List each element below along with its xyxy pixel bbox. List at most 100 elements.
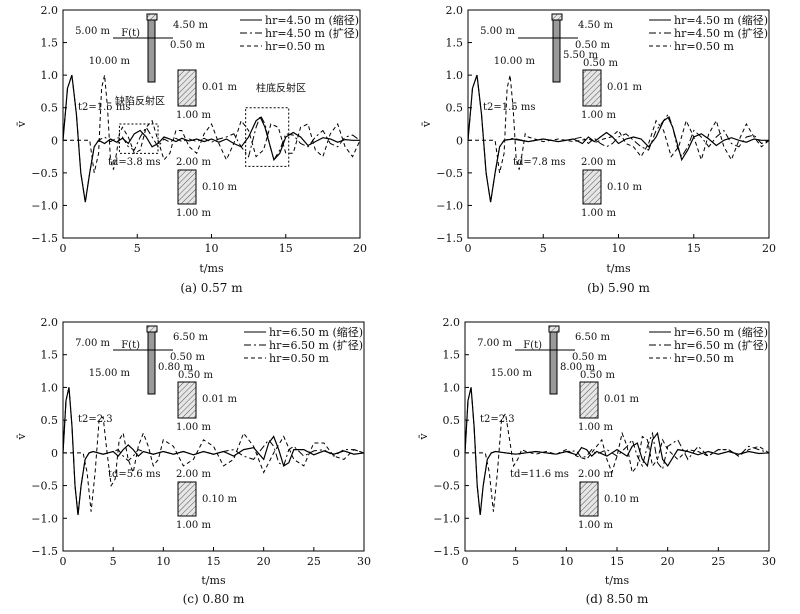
series-line-2 (63, 74, 361, 174)
annotation-t2: t2=1.5 ms (78, 102, 130, 113)
y-tick-label: 2.0 (41, 4, 59, 17)
y-tick-label: −1.0 (433, 512, 460, 525)
x-tick-label: 5 (110, 555, 117, 568)
annotation-t2: t2=2.3 (78, 414, 113, 425)
detail2-top: 2.00 m (176, 157, 211, 168)
legend-label-2: hr=0.50 m (674, 352, 735, 365)
x-tick-label: 10 (559, 555, 573, 568)
y-axis-label: v̄ (15, 433, 28, 441)
legend-label-0: hr=4.50 m (缩径) (265, 14, 359, 27)
y-tick-label: −1.5 (31, 232, 58, 245)
y-tick-label: −1.5 (436, 232, 463, 245)
y-tick-label: 1.5 (446, 37, 464, 50)
x-tick-label: 20 (257, 555, 271, 568)
legend-label-2: hr=0.50 m (674, 40, 735, 53)
x-tick-label: 15 (279, 242, 293, 255)
x-axis-label: t/ms (606, 262, 631, 275)
inset-top-length: 6.50 m (173, 332, 208, 343)
series-line-1 (467, 74, 770, 203)
series-line-1 (62, 74, 361, 203)
detail1-thickness: 0.01 m (604, 394, 639, 405)
y-tick-label: 1.5 (41, 349, 59, 362)
inset-top-length: 6.50 m (575, 332, 610, 343)
inset-support (146, 13, 158, 21)
chart-panel-1: 0 5 10 15 20 −1.5 −1.0 −0.5 0 0.5 1.0 1.5 2.0 t/ms v̄ (… (420, 4, 776, 295)
y-tick-label: 0.5 (41, 102, 59, 115)
x-tick-label: 25 (711, 555, 725, 568)
detail2-top: 2.00 m (176, 469, 211, 480)
detail2-top: 2.00 m (581, 157, 616, 168)
y-tick-label: 0.5 (443, 414, 461, 427)
detail1-block (579, 381, 599, 419)
y-tick-label: 2.0 (41, 316, 59, 329)
detail1-thickness: 0.01 m (607, 82, 642, 93)
detail1-thickness: 0.01 m (202, 82, 237, 93)
y-tick-label: 0.5 (41, 414, 59, 427)
x-tick-label: 15 (207, 555, 221, 568)
inset-pile (552, 19, 561, 83)
y-axis-label: v̄ (417, 433, 430, 441)
x-tick-label: 0 (462, 555, 469, 568)
x-tick-label: 30 (762, 555, 776, 568)
inset-head-length: 5.00 m (480, 26, 515, 37)
legend-label-1: hr=4.50 m (扩径) (265, 26, 359, 40)
inset-head-length: 5.00 m (75, 26, 110, 37)
inset-top-length: 4.50 m (173, 20, 208, 31)
detail2-top: 2.00 m (578, 469, 613, 480)
inset-gap-length: 0.50 m (572, 352, 607, 363)
y-tick-label: 1.0 (446, 69, 464, 82)
y-tick-label: 1.0 (443, 381, 461, 394)
x-tick-label: 20 (353, 242, 367, 255)
panel-caption: (c) 0.80 m (183, 592, 245, 606)
y-tick-label: 1.5 (443, 349, 461, 362)
bottom-zone-box (245, 107, 290, 167)
detail2-width: 1.00 m (176, 208, 211, 219)
detail1-width: 1.00 m (176, 110, 211, 121)
inset-gap-length: 0.50 m (170, 40, 205, 51)
detail2-thickness: 0.10 m (202, 494, 237, 505)
inset-support (548, 325, 560, 333)
y-tick-label: −1.0 (31, 512, 58, 525)
y-axis-label: v̄ (420, 120, 433, 128)
y-tick-label: 2.0 (446, 4, 464, 17)
y-tick-label: 0 (51, 134, 58, 147)
x-tick-label: 0 (465, 242, 472, 255)
x-axis-label: t/ms (199, 262, 224, 275)
detail1-width: 1.00 m (578, 422, 613, 433)
detail2-block (579, 481, 599, 517)
annotation-t2: t2=1.5 ms (483, 102, 535, 113)
x-axis-label: t/ms (201, 574, 226, 587)
y-tick-label: 1.5 (41, 37, 59, 50)
x-tick-label: 5 (134, 242, 141, 255)
inset-gap2-length: 8.00 m (560, 362, 595, 373)
y-tick-label: −0.5 (31, 480, 58, 493)
panel-caption: (b) 5.90 m (587, 281, 650, 295)
inset-pile-length: 10.00 m (494, 56, 536, 67)
x-tick-label: 15 (687, 242, 701, 255)
inset-gap2-length: 5.50 m (563, 50, 598, 61)
chart-panel-2: 0 5 10 15 20 25 30 −1.5 −1.0 −0.5 0 0.5 1.0 1.5 2.0 t/m… (15, 316, 371, 606)
detail1-width: 1.00 m (176, 422, 211, 433)
y-tick-label: −1.5 (31, 545, 58, 558)
x-tick-label: 5 (540, 242, 547, 255)
detail1-thickness: 0.01 m (202, 394, 237, 405)
x-tick-label: 5 (512, 555, 519, 568)
y-tick-label: −0.5 (436, 167, 463, 180)
detail2-thickness: 0.10 m (202, 182, 237, 193)
inset-head-length: 7.00 m (477, 338, 512, 349)
series-line-2 (468, 74, 770, 174)
detail2-width: 1.00 m (581, 208, 616, 219)
y-tick-label: 2.0 (443, 316, 461, 329)
x-tick-label: 30 (357, 555, 371, 568)
detail2-width: 1.00 m (176, 520, 211, 531)
x-tick-label: 10 (612, 242, 626, 255)
y-tick-label: −1.0 (31, 199, 58, 212)
x-tick-label: 10 (156, 555, 170, 568)
inset-pile-length: 15.00 m (491, 368, 533, 379)
y-tick-label: 1.0 (41, 381, 59, 394)
x-tick-label: 20 (762, 242, 776, 255)
inset-load-label: F(t) (523, 340, 542, 351)
detail2-block (582, 169, 602, 205)
y-tick-label: −0.5 (433, 480, 460, 493)
annotation-bottom-zone: 柱底反射区 (256, 81, 306, 94)
